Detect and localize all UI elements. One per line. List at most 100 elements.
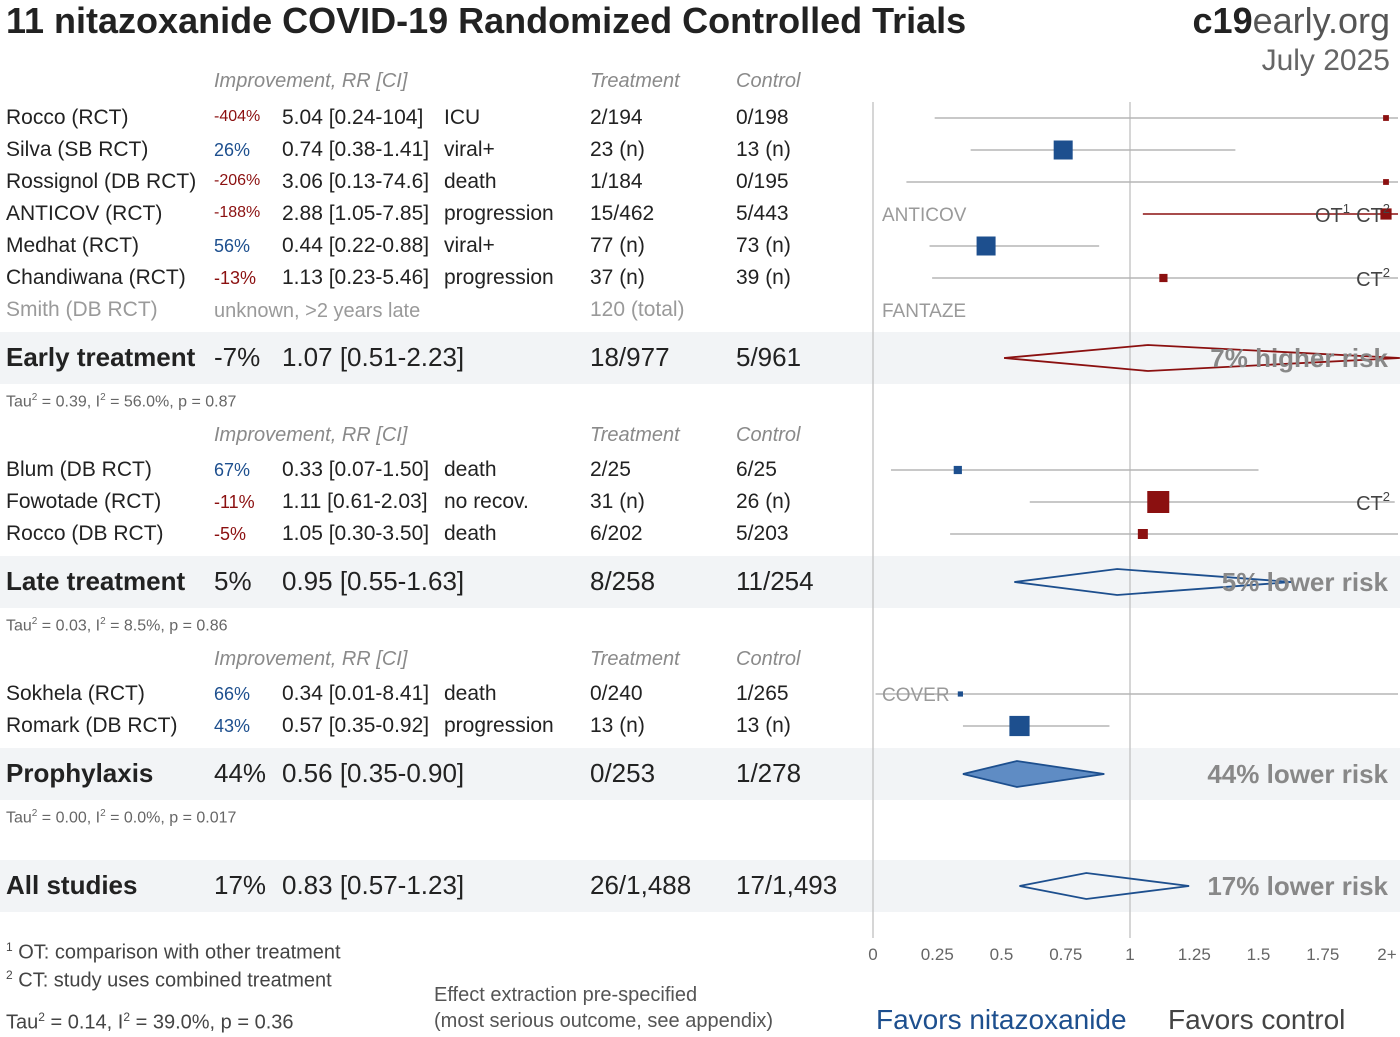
study-name: Blum (DB RCT) [6, 458, 152, 481]
study-treatment: 6/202 [590, 522, 643, 545]
study-rr: 1.11 [0.61-2.03] [282, 490, 428, 513]
effect-marker [1383, 115, 1389, 121]
study-name: Rocco (RCT) [6, 106, 129, 129]
study-treatment: 0/240 [590, 682, 643, 705]
study-improvement: 67% [214, 460, 251, 480]
header-control: Control [736, 70, 801, 92]
study-treatment: 1/184 [590, 170, 643, 193]
header-control: Control [736, 424, 801, 446]
overall-stats: Tau2 = 0.14, I2 = 39.0%, p = 0.36 [6, 1010, 294, 1034]
study-rr: 5.04 [0.24-104] [282, 106, 424, 129]
effect-marker [1147, 491, 1170, 513]
summary-diamond [1019, 872, 1190, 900]
summary-label: Late treatment [6, 566, 186, 596]
footnote-text: OT: comparison with other treatment [18, 941, 341, 964]
study-treatment: 77 (n) [590, 234, 645, 257]
study-outcome: ICU [444, 106, 481, 129]
section-stats: Tau2 = 0.03, I2 = 8.5%, p = 0.86 [6, 616, 228, 635]
study-treatment: 2/25 [590, 458, 631, 481]
study-control: 0/195 [736, 170, 789, 193]
axis-tick-label: 2+ [1377, 945, 1396, 964]
effect-marker [1009, 715, 1030, 737]
study-improvement: 43% [214, 716, 251, 736]
study-control: 6/25 [736, 458, 777, 481]
footnote: 1 OT: comparison with other treatment [6, 940, 341, 964]
study-outcome: death [444, 522, 497, 545]
brand-logo: c19early.org [1193, 0, 1390, 42]
study-improvement: -206% [214, 172, 261, 189]
study-name: ANTICOV (RCT) [6, 202, 163, 225]
study-treatment: 23 (n) [590, 138, 645, 161]
summary-treatment: 8/258 [590, 566, 656, 596]
study-name: Chandiwana (RCT) [6, 266, 186, 289]
p-value: 0.87 [205, 393, 237, 411]
study-control: 73 (n) [736, 234, 791, 257]
section-stats: Tau2 = 0.39, I2 = 56.0%, p = 0.87 [6, 392, 237, 411]
study-rr: 0.33 [0.07-1.50] [282, 458, 430, 481]
summary-control: 5/961 [736, 342, 802, 372]
axis-tick-label: 0.75 [1049, 945, 1082, 964]
study-treatment: 2/194 [590, 106, 643, 129]
study-rr: 0.44 [0.22-0.88] [282, 234, 430, 257]
effect-marker [1383, 179, 1389, 185]
summary-control: 11/254 [736, 566, 814, 596]
p-value: 0.36 [254, 1011, 294, 1034]
study-treatment: 120 (total) [590, 298, 685, 321]
study-rr: 0.34 [0.01-8.41] [282, 682, 430, 705]
study-control: 26 (n) [736, 490, 791, 513]
study-treatment: 31 (n) [590, 490, 645, 513]
study-improvement: -13% [214, 268, 257, 288]
study-outcome: progression [444, 714, 554, 737]
study-mark: CT2 [1356, 489, 1390, 515]
brand-part2: early.org [1252, 0, 1390, 41]
study-control: 5/203 [736, 522, 789, 545]
summary-improvement: 5% [214, 566, 252, 596]
study-name: Rocco (DB RCT) [6, 522, 164, 545]
header-improvement: Improvement, RR [CI] [214, 70, 408, 92]
summary-band [0, 748, 1400, 800]
effect-marker [1137, 529, 1148, 539]
study-mark: OT1 [1315, 201, 1350, 227]
section-stats: Tau2 = 0.00, I2 = 0.0%, p = 0.017 [6, 808, 237, 827]
study-treatment: 15/462 [590, 202, 655, 225]
extraction-note: (most serious outcome, see appendix) [434, 1010, 774, 1032]
effect-marker [1053, 140, 1073, 160]
study-control: 5/443 [736, 202, 789, 225]
extraction-note: Effect extraction pre-specified [434, 984, 698, 1006]
summary-risk-label: 5% lower risk [1222, 567, 1389, 597]
study-name: Smith (DB RCT) [6, 298, 158, 321]
study-outcome: progression [444, 202, 554, 225]
study-improvement: -404% [214, 108, 261, 125]
study-outcome: death [444, 170, 497, 193]
study-improvement: -188% [214, 204, 261, 221]
study-improvement: 66% [214, 684, 251, 704]
trial-acronym-label: COVER [882, 685, 950, 706]
study-name: Medhat (RCT) [6, 234, 140, 257]
summary-band [0, 332, 1400, 384]
summary-rr: 1.07 [0.51-2.23] [282, 342, 465, 372]
study-improvement: -5% [214, 524, 247, 544]
study-rr: 1.13 [0.23-5.46] [282, 266, 430, 289]
favors-control-label: Favors control [1168, 1004, 1346, 1035]
header-control: Control [736, 648, 801, 670]
study-outcome: viral+ [444, 138, 495, 161]
study-name: Silva (SB RCT) [6, 138, 149, 161]
summary-risk-label: 44% lower risk [1207, 759, 1388, 789]
tau2: 0.00 [55, 809, 87, 827]
summary-control: 1/278 [736, 758, 802, 788]
study-treatment: 13 (n) [590, 714, 645, 737]
brand-date: July 2025 [1261, 44, 1390, 77]
study-name: Rossignol (DB RCT) [6, 170, 197, 193]
study-mark: CT2 [1356, 265, 1390, 291]
study-outcome: progression [444, 266, 554, 289]
summary-label: Prophylaxis [6, 758, 154, 788]
study-name: Fowotade (RCT) [6, 490, 162, 513]
i2: 56.0% [123, 393, 170, 411]
all-studies-label: All studies [6, 870, 138, 900]
study-outcome: viral+ [444, 234, 495, 257]
header-improvement: Improvement, RR [CI] [214, 648, 408, 670]
all-studies-risk-label: 17% lower risk [1207, 871, 1388, 901]
favors-treatment-label: Favors nitazoxanide [876, 1004, 1127, 1035]
axis-tick-label: 0.5 [990, 945, 1014, 964]
tau2: 0.39 [55, 393, 87, 411]
